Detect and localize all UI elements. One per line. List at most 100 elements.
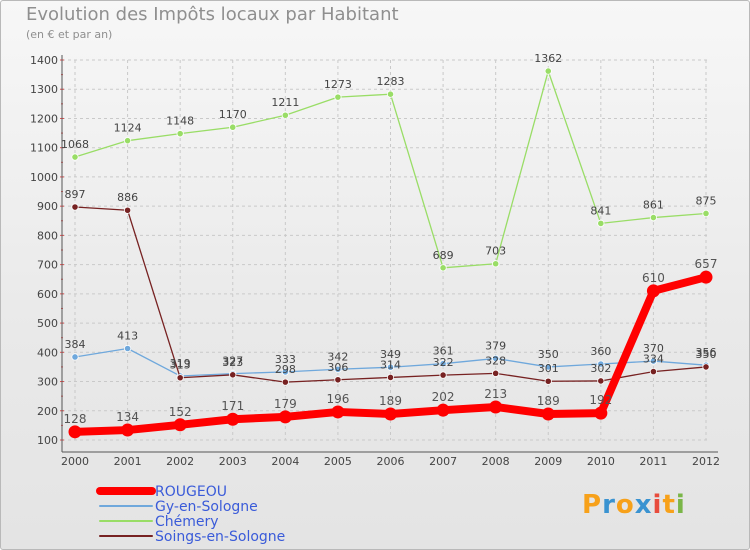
data-point xyxy=(121,423,135,437)
data-label: 861 xyxy=(643,199,664,212)
logo-letter: i xyxy=(675,490,686,520)
x-tick-label: 2005 xyxy=(324,455,352,468)
data-label: 213 xyxy=(484,387,507,401)
x-tick-label: 2002 xyxy=(166,455,194,468)
data-label: 1148 xyxy=(166,115,194,128)
data-label: 319 xyxy=(170,357,191,370)
data-label: 1124 xyxy=(114,122,142,135)
data-label: 689 xyxy=(433,249,454,262)
data-point xyxy=(334,365,342,373)
data-point xyxy=(649,213,658,222)
data-point xyxy=(384,407,397,421)
data-point xyxy=(544,377,552,385)
logo-letter: x xyxy=(634,490,653,520)
data-point xyxy=(649,357,658,365)
data-label: 327 xyxy=(222,355,243,368)
y-tick-label: 700 xyxy=(37,259,58,272)
data-label: 1211 xyxy=(271,96,299,109)
data-point xyxy=(334,376,342,384)
axes: 1002003004005006007008009001000110012001… xyxy=(30,54,720,468)
y-tick-label: 600 xyxy=(37,288,58,301)
x-tick-label: 2012 xyxy=(692,455,720,468)
data-point xyxy=(597,360,605,368)
y-tick-label: 500 xyxy=(37,317,58,330)
data-label: 334 xyxy=(643,353,664,366)
x-tick-label: 2004 xyxy=(271,455,299,468)
y-tick-label: 800 xyxy=(37,229,58,242)
data-label: 1362 xyxy=(534,52,562,65)
data-label: 202 xyxy=(432,390,455,404)
y-tick-label: 100 xyxy=(37,434,58,447)
data-point xyxy=(226,412,240,426)
data-label: 384 xyxy=(65,338,86,351)
data-point xyxy=(386,363,395,371)
data-label: 356 xyxy=(696,346,717,359)
data-label: 379 xyxy=(485,339,506,352)
data-label: 1170 xyxy=(219,108,247,121)
data-label: 1068 xyxy=(61,138,89,151)
data-point xyxy=(281,378,289,386)
legend-label: ROUGEOU xyxy=(155,484,227,500)
logo-letter: r xyxy=(602,490,616,520)
logo-letter: i xyxy=(652,490,663,520)
x-tick-label: 2003 xyxy=(219,455,247,468)
data-point xyxy=(439,360,447,368)
data-label: 875 xyxy=(696,194,717,207)
data-label: 610 xyxy=(642,271,665,285)
data-point xyxy=(123,206,132,214)
data-label: 322 xyxy=(433,356,454,369)
x-tick-label: 2008 xyxy=(482,455,510,468)
data-point xyxy=(492,260,500,268)
data-label: 361 xyxy=(433,345,454,358)
data-label: 323 xyxy=(222,356,243,369)
data-point xyxy=(71,203,79,211)
data-label: 313 xyxy=(170,359,191,372)
data-point xyxy=(71,353,79,361)
y-tick-label: 400 xyxy=(37,346,58,359)
x-tick-label: 2011 xyxy=(639,455,667,468)
data-label: 350 xyxy=(696,348,717,361)
data-point xyxy=(594,406,608,420)
y-tick-label: 300 xyxy=(37,376,58,389)
data-point xyxy=(702,363,710,371)
data-label: 841 xyxy=(590,204,611,217)
data-point xyxy=(597,219,605,227)
data-label: 171 xyxy=(221,399,244,413)
data-point xyxy=(646,284,660,298)
data-point xyxy=(173,418,187,432)
y-tick-label: 200 xyxy=(37,405,58,418)
data-label: 897 xyxy=(65,188,86,201)
data-label: 152 xyxy=(169,405,192,419)
y-tick-label: 1000 xyxy=(30,171,58,184)
data-label: 328 xyxy=(485,354,506,367)
proxiti-logo: Proxiti xyxy=(582,490,686,520)
data-label: 342 xyxy=(327,350,348,363)
y-tick-label: 1200 xyxy=(30,112,58,125)
data-label: 413 xyxy=(117,330,138,343)
data-point xyxy=(71,153,79,161)
data-point xyxy=(176,374,184,382)
data-label: 298 xyxy=(275,363,296,376)
data-label: 370 xyxy=(643,342,664,355)
data-point xyxy=(278,410,292,424)
x-tick-label: 2010 xyxy=(587,455,615,468)
data-point xyxy=(699,270,713,284)
data-point xyxy=(123,344,132,353)
grid xyxy=(62,59,710,441)
y-tick-label: 900 xyxy=(37,200,58,213)
data-point xyxy=(541,407,555,421)
x-tick-label: 2007 xyxy=(429,455,457,468)
data-point xyxy=(492,354,500,363)
data-label: 333 xyxy=(275,353,296,366)
data-point xyxy=(439,371,447,379)
data-point xyxy=(281,111,289,119)
data-label: 349 xyxy=(380,348,401,361)
data-point xyxy=(68,425,82,439)
data-label: 128 xyxy=(64,412,87,426)
data-label: 1273 xyxy=(324,78,352,91)
legend-label: Soings-en-Sologne xyxy=(155,529,285,545)
data-label: 350 xyxy=(538,348,559,361)
data-point xyxy=(123,137,132,145)
data-point xyxy=(439,264,447,272)
data-point xyxy=(649,367,658,376)
